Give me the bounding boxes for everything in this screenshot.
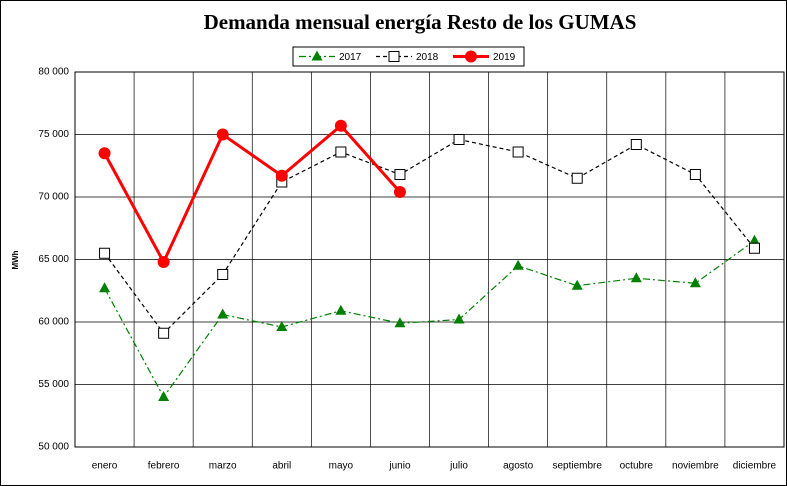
point xyxy=(571,172,583,184)
point xyxy=(99,247,111,259)
y-tick-label: 55 000 xyxy=(38,379,69,390)
point xyxy=(217,269,229,280)
point xyxy=(275,169,288,182)
point xyxy=(453,134,465,145)
x-tick-label: junio xyxy=(388,461,411,472)
series-line xyxy=(104,138,755,335)
x-tick-label: febrero xyxy=(148,461,180,472)
point xyxy=(512,146,524,158)
point xyxy=(157,256,170,268)
x-tick-label: marzo xyxy=(209,461,237,472)
series-line xyxy=(104,240,755,399)
series-line xyxy=(103,123,402,266)
point xyxy=(571,279,583,290)
x-tick-label: noviembre xyxy=(672,461,719,472)
x-tick-label: diciembre xyxy=(733,461,777,472)
point xyxy=(453,313,465,324)
point xyxy=(216,128,229,141)
y-axis-label: MWh xyxy=(11,250,20,269)
legend-marker xyxy=(465,50,477,63)
y-tick-label: 65 000 xyxy=(38,254,69,265)
point xyxy=(276,321,288,331)
x-tick-label: agosto xyxy=(503,461,533,472)
y-tick-label: 60 000 xyxy=(38,317,69,328)
point xyxy=(335,304,347,315)
point xyxy=(394,317,406,328)
y-tick-label: 80 000 xyxy=(38,67,69,78)
point xyxy=(394,169,406,180)
point xyxy=(158,391,170,401)
point xyxy=(748,242,760,254)
point xyxy=(630,272,642,283)
point xyxy=(99,282,111,293)
legend-marker xyxy=(388,51,400,62)
legend-label: 2017 xyxy=(339,52,362,63)
point xyxy=(512,259,524,270)
legend-label: 2019 xyxy=(493,52,516,63)
x-tick-label: abril xyxy=(272,461,291,472)
point xyxy=(334,119,347,132)
y-tick-label: 70 000 xyxy=(38,192,69,203)
y-tick-label: 50 000 xyxy=(38,442,69,453)
point xyxy=(689,169,701,180)
legend-marker xyxy=(311,50,323,61)
x-tick-label: septiembre xyxy=(552,461,602,472)
point xyxy=(748,234,760,245)
point xyxy=(335,146,347,158)
x-tick-label: octubre xyxy=(620,461,654,472)
legend-box xyxy=(292,46,525,67)
point xyxy=(393,186,406,198)
point xyxy=(630,139,642,150)
x-tick-label: enero xyxy=(92,461,118,472)
point xyxy=(158,327,170,339)
point xyxy=(689,277,701,288)
point xyxy=(98,147,111,160)
point xyxy=(217,308,229,319)
chart-title: Demanda mensual energía Resto de los GUM… xyxy=(204,10,637,34)
y-tick-label: 75 000 xyxy=(38,129,69,140)
x-tick-label: mayo xyxy=(329,461,354,472)
legend-label: 2018 xyxy=(416,52,439,63)
x-tick-label: julio xyxy=(449,461,468,472)
